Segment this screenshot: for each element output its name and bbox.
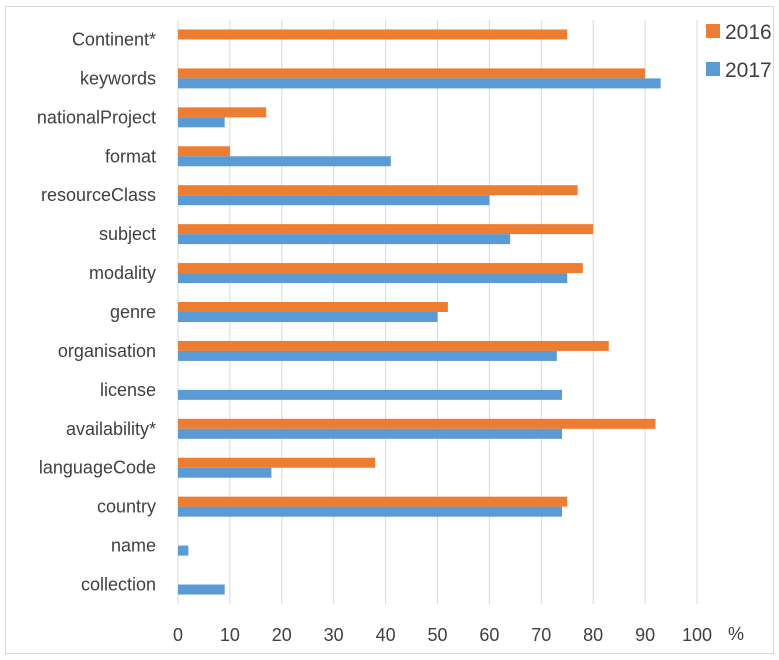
chart-frame (5, 6, 774, 654)
category-label: modality (89, 263, 156, 283)
category-label: availability* (66, 419, 156, 439)
bar-2017 (178, 389, 563, 400)
category-label: nationalProject (37, 107, 156, 127)
bar-2017 (178, 350, 557, 361)
category-label: subject (99, 224, 156, 244)
bar-2017 (178, 234, 511, 245)
category-label: organisation (58, 341, 156, 361)
x-tick-label: 40 (376, 625, 396, 645)
bar-2017 (178, 545, 189, 556)
category-label: Continent* (72, 29, 156, 49)
bar-2016 (178, 185, 578, 196)
x-tick-label: 0 (173, 625, 183, 645)
bar-2017 (178, 273, 568, 284)
category-label: genre (110, 302, 156, 322)
bar-2017 (178, 312, 438, 322)
bar-2016 (178, 263, 583, 274)
x-tick-label: 50 (427, 625, 447, 645)
bar-2017 (178, 156, 391, 167)
x-tick-label: 30 (324, 625, 344, 645)
bar-2016 (178, 68, 646, 79)
category-label: resourceClass (41, 185, 156, 205)
x-tick-label: 100 (682, 625, 712, 645)
bar-2017 (178, 584, 225, 595)
bar-2016 (178, 418, 656, 429)
bar-2016 (178, 107, 267, 118)
bar-2016 (178, 302, 448, 312)
category-label: name (111, 536, 156, 556)
bar-2016 (178, 340, 609, 351)
x-tick-label: 20 (272, 625, 292, 645)
legend-label-2016: 2016 (725, 21, 772, 44)
category-labels: Continent* keywords nationalProject format r… (37, 29, 156, 594)
bar-2017 (178, 428, 563, 439)
bar-2017 (178, 195, 490, 206)
x-tick-label: 90 (635, 625, 655, 645)
category-label: country (97, 497, 156, 517)
category-label: license (100, 380, 156, 400)
category-label: languageCode (39, 458, 156, 478)
x-tick-labels: 0 10 20 30 40 50 60 70 80 90 100 (173, 625, 712, 645)
bar-2017 (178, 117, 225, 128)
legend: 2016 2017 (706, 21, 772, 82)
bar-2016 (178, 146, 230, 157)
legend-label-2017: 2017 (725, 59, 772, 82)
bar-2016 (178, 457, 376, 468)
bar-2016 (178, 29, 568, 40)
category-label: keywords (80, 68, 156, 88)
bar-2017 (178, 506, 563, 517)
x-tick-label: 10 (220, 625, 240, 645)
category-label: collection (81, 575, 156, 595)
x-tick-label: 70 (531, 625, 551, 645)
x-tick-label: 60 (479, 625, 499, 645)
bar-2017 (178, 78, 661, 89)
bar-2016 (178, 496, 568, 507)
bar-2016 (178, 224, 594, 235)
legend-swatch-2016 (706, 24, 720, 38)
legend-swatch-2017 (706, 62, 720, 76)
x-unit-label: % (728, 624, 744, 644)
x-tick-label: 80 (583, 625, 603, 645)
category-label: format (105, 146, 156, 166)
bars (178, 29, 661, 595)
bar-2017 (178, 467, 272, 478)
